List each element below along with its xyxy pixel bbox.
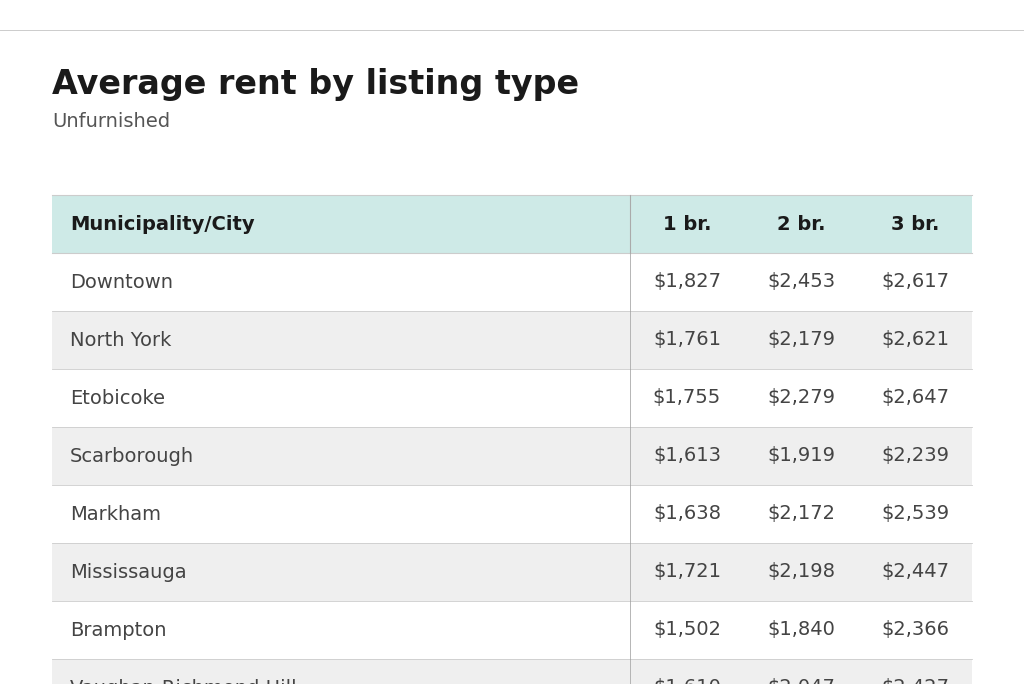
Text: Municipality/City: Municipality/City — [70, 215, 255, 233]
Bar — [52, 311, 972, 369]
Text: $1,840: $1,840 — [767, 620, 835, 640]
Text: $1,613: $1,613 — [653, 447, 721, 466]
Text: $2,172: $2,172 — [767, 505, 835, 523]
Text: Mississauga: Mississauga — [70, 562, 186, 581]
Bar — [52, 601, 972, 659]
Text: Brampton: Brampton — [70, 620, 167, 640]
Text: Downtown: Downtown — [70, 272, 173, 291]
Bar — [52, 485, 972, 543]
Text: 2 br.: 2 br. — [777, 215, 825, 233]
Text: $2,447: $2,447 — [881, 562, 949, 581]
Text: $2,427: $2,427 — [881, 679, 949, 684]
Text: $1,610: $1,610 — [653, 679, 721, 684]
Text: Unfurnished: Unfurnished — [52, 112, 170, 131]
Text: $2,453: $2,453 — [767, 272, 835, 291]
Text: $2,539: $2,539 — [881, 505, 949, 523]
Bar — [52, 427, 972, 485]
Bar — [52, 195, 972, 253]
Text: $2,621: $2,621 — [881, 330, 949, 350]
Text: Average rent by listing type: Average rent by listing type — [52, 68, 580, 101]
Bar — [52, 659, 972, 684]
Text: Etobicoke: Etobicoke — [70, 389, 165, 408]
Text: North York: North York — [70, 330, 171, 350]
Text: 3 br.: 3 br. — [891, 215, 939, 233]
Bar — [52, 369, 972, 427]
Bar — [52, 253, 972, 311]
Text: $1,761: $1,761 — [653, 330, 721, 350]
Text: $1,502: $1,502 — [653, 620, 721, 640]
Text: 1 br.: 1 br. — [663, 215, 712, 233]
Text: Scarborough: Scarborough — [70, 447, 195, 466]
Text: $1,919: $1,919 — [767, 447, 835, 466]
Text: $1,721: $1,721 — [653, 562, 721, 581]
Text: $2,198: $2,198 — [767, 562, 835, 581]
Bar — [52, 543, 972, 601]
Text: Markham: Markham — [70, 505, 161, 523]
Text: $2,239: $2,239 — [881, 447, 949, 466]
Text: $2,179: $2,179 — [767, 330, 835, 350]
Text: $1,638: $1,638 — [653, 505, 721, 523]
Text: $2,279: $2,279 — [767, 389, 835, 408]
Text: $1,755: $1,755 — [653, 389, 721, 408]
Text: $2,617: $2,617 — [881, 272, 949, 291]
Text: Vaughan-Richmond Hill: Vaughan-Richmond Hill — [70, 679, 297, 684]
Text: $1,827: $1,827 — [653, 272, 721, 291]
Text: $2,647: $2,647 — [881, 389, 949, 408]
Text: $2,047: $2,047 — [767, 679, 835, 684]
Text: $2,366: $2,366 — [881, 620, 949, 640]
